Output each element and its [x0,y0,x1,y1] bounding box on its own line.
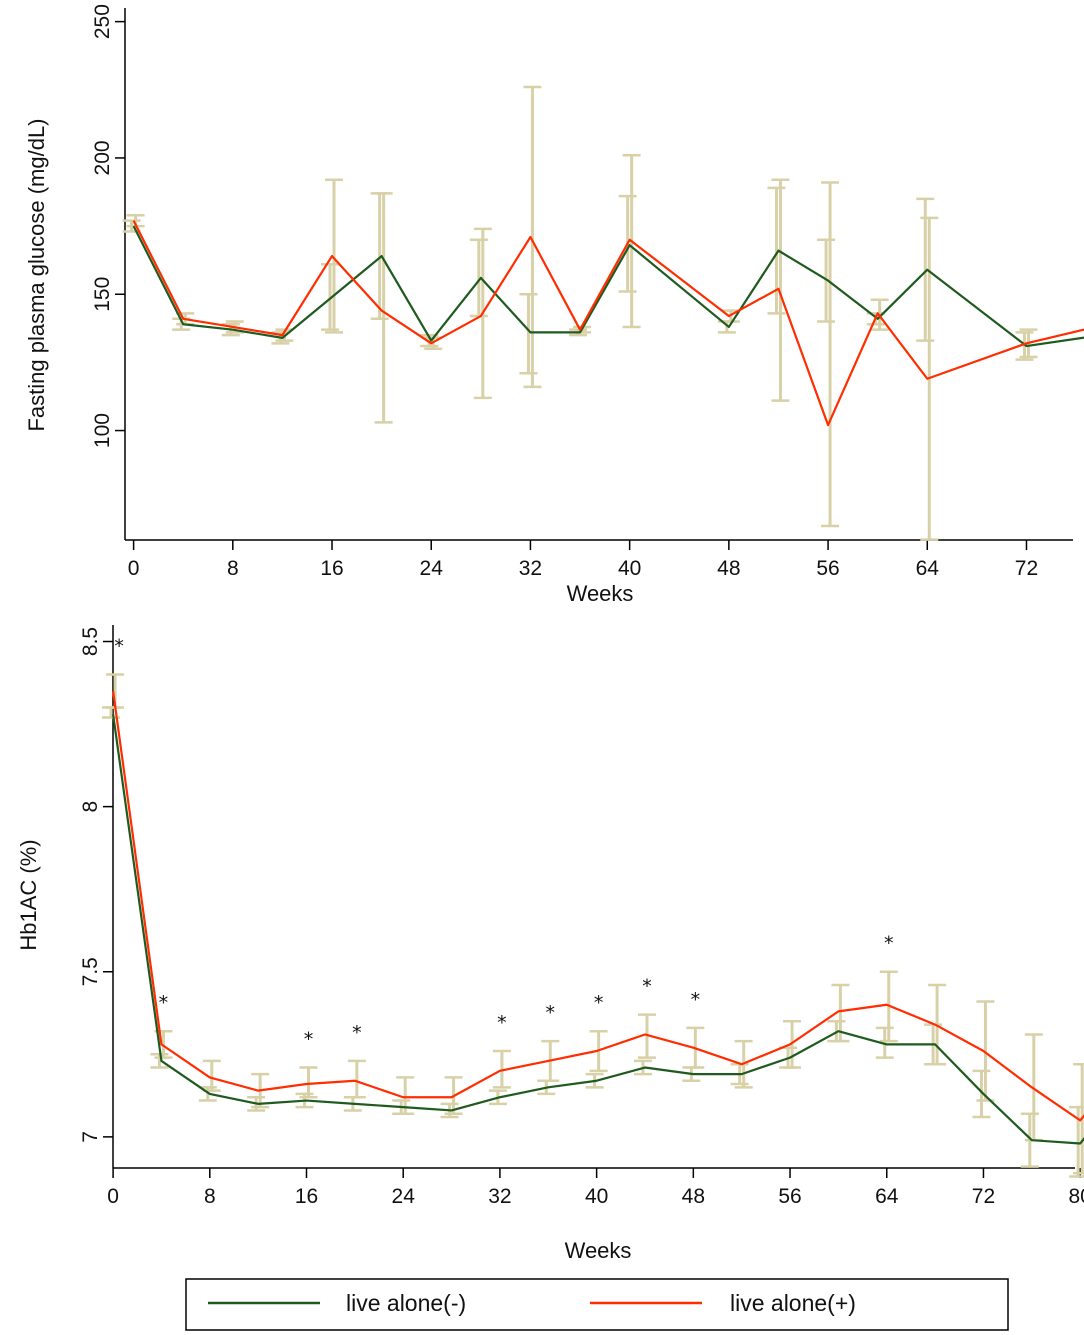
hba1c-y-tick-label: 8 [79,801,102,813]
hba1c-significance-star: * [594,992,604,1014]
hba1c-x-tick-label: 40 [585,1185,608,1208]
hba1c-x-tick-label: 72 [972,1185,995,1208]
hba1c-x-tick-label: 64 [875,1185,899,1208]
glucose-x-tick-label: 64 [916,557,940,580]
hba1c-significance-star: * [546,1002,556,1024]
hba1c-significance-star: * [114,636,124,658]
hba1c-x-tick-label: 8 [204,1185,216,1208]
glucose-y-tick-label: 200 [91,140,114,175]
hba1c-x-tick-label: 80 [1068,1185,1084,1208]
glucose-y-axis-title: Fasting plasma glucose (mg/dL) [24,118,49,431]
hba1c-significance-star: * [497,1012,507,1034]
hba1c-x-tick-label: 32 [488,1185,511,1208]
glucose-y-tick-label: 150 [91,277,114,312]
glucose-x-tick-label: 8 [227,557,239,580]
hba1c-significance-star: * [691,989,701,1011]
legend-label-live-alone-plus: live alone(+) [730,1290,856,1316]
hba1c-y-tick-label: 7 [79,1131,102,1143]
hba1c-x-tick-label: 56 [778,1185,801,1208]
glucose-x-tick-label: 40 [618,557,641,580]
hba1c-significance-star: * [884,933,894,955]
hba1c-line-live-alone-minus [111,714,1084,1145]
hba1c-significance-star: * [642,976,652,998]
hba1c-y-tick-label: 8.5 [79,627,102,656]
glucose-x-tick-label: 16 [320,557,343,580]
legend: live alone(-) live alone(+) [185,1278,1009,1331]
glucose-x-tick-label: 32 [519,557,542,580]
hba1c-significance-star: * [352,1022,362,1044]
legend-box [185,1278,1009,1331]
hba1c-x-tick-label: 48 [682,1185,705,1208]
hba1c-chart: 7 7.5 8 8.5 0 8 16 24 32 40 48 56 64 72 80 * * * * * * * * * *… [16,625,1084,1263]
hba1c-line-live-alone-plus [111,690,1084,1122]
hba1c-significance-star: * [304,1029,314,1051]
glucose-x-tick-label: 0 [128,557,140,580]
glucose-y-tick-label: 250 [91,4,114,39]
hba1c-y-axis-title: Hb1AC (%) [16,839,41,950]
hba1c-significance-star: * [159,992,169,1014]
legend-label-live-alone-minus: live alone(-) [346,1290,466,1316]
glucose-x-axis-title: Weeks [567,581,634,606]
hba1c-y-tick-label: 7.5 [79,957,102,986]
glucose-y-tick-label: 100 [91,413,114,448]
glucose-x-tick-label: 24 [420,557,444,580]
glucose-line-live-alone-plus [132,220,1084,427]
hba1c-x-axis-title: Weeks [565,1238,632,1263]
hba1c-x-tick-label: 16 [295,1185,318,1208]
glucose-line-live-alone-minus [132,225,1084,348]
hba1c-x-tick-label: 24 [392,1185,416,1208]
hba1c-x-tick-label: 0 [107,1185,119,1208]
glucose-x-tick-label: 48 [717,557,740,580]
glucose-x-tick-label: 72 [1015,557,1038,580]
glucose-x-tick-label: 56 [816,557,839,580]
